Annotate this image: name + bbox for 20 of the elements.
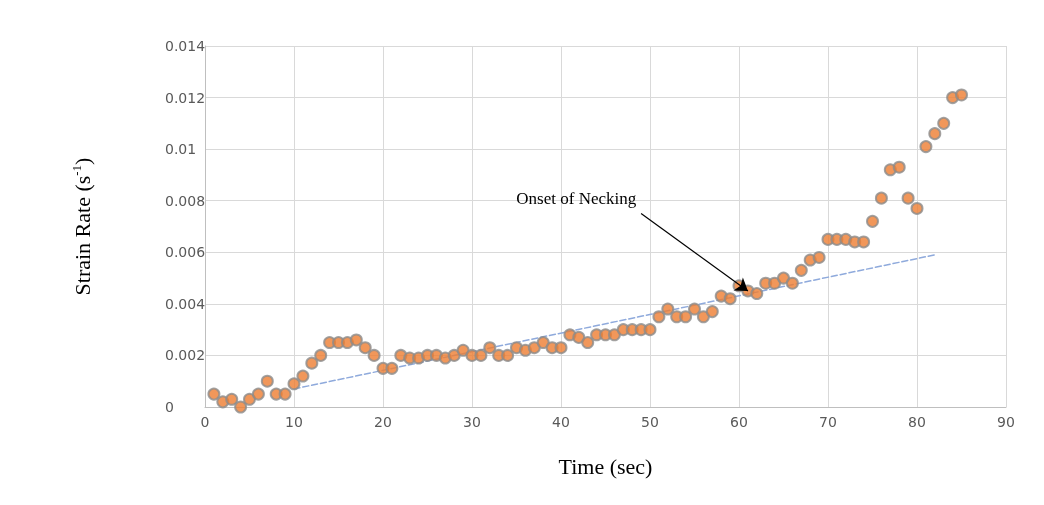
x-tick-label: 30 (463, 414, 481, 430)
y-tick-label: 0.004 (165, 295, 206, 312)
y-tick-label: 0.008 (165, 192, 206, 209)
y-tick-label: 0.006 (165, 244, 206, 261)
x-tick-label: 90 (997, 414, 1015, 430)
x-tick-label: 10 (285, 414, 303, 430)
y-tick-label: 0.01 (165, 141, 197, 158)
x-axis-title: Time (sec) (558, 453, 653, 479)
x-tick-label: 40 (552, 414, 570, 430)
y-tick-label: 0.002 (165, 347, 206, 364)
y-tick-label: 0 (165, 399, 174, 415)
x-tick-label: 20 (374, 414, 392, 430)
annotation: Onset of Necking (516, 188, 637, 208)
x-tick-label: 60 (730, 414, 748, 430)
x-tick-label: 50 (641, 414, 659, 430)
y-tick-label: 0.014 (165, 38, 206, 54)
x-tick-label: 80 (908, 414, 926, 430)
x-tick-label: 70 (819, 414, 837, 430)
y-axis-title: Strain Rate (s-1) (69, 157, 95, 296)
y-tick-label: 0.012 (165, 89, 206, 106)
